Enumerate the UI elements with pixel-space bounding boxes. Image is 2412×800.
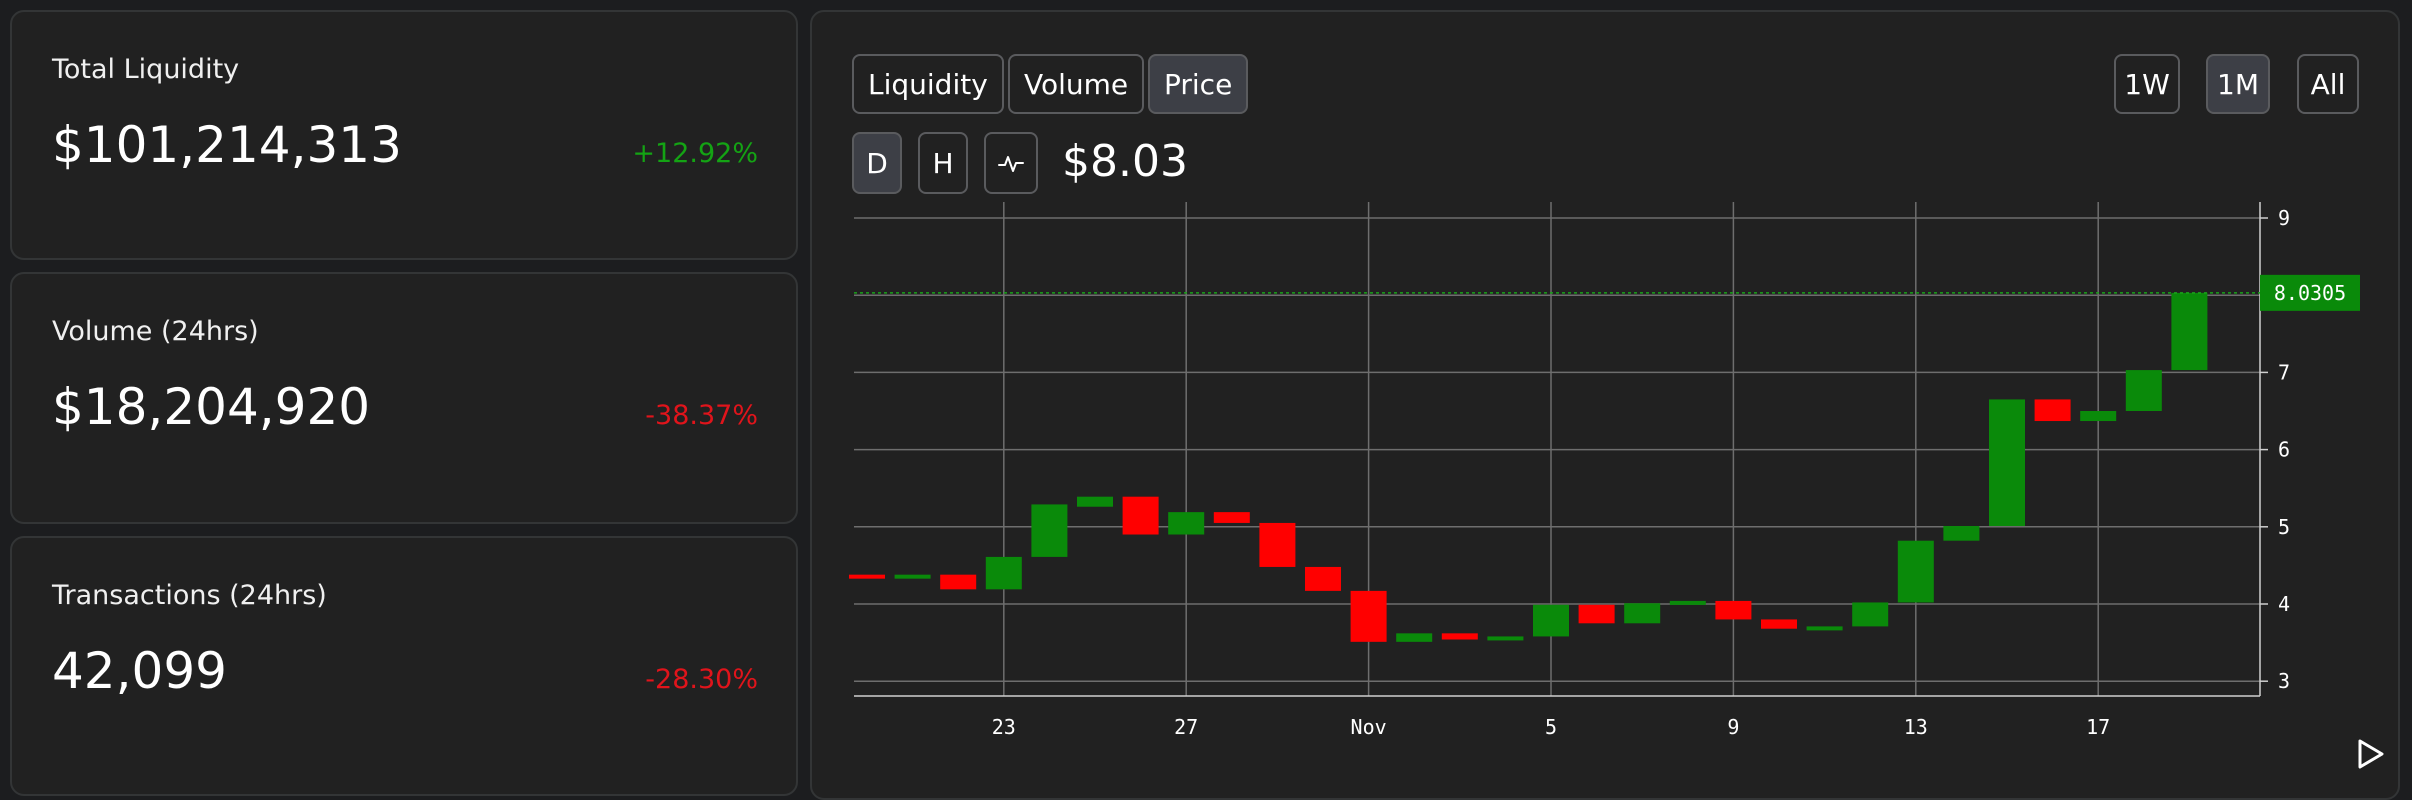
candle xyxy=(2125,370,2162,411)
candle xyxy=(1715,600,1752,620)
candle xyxy=(1578,604,1615,624)
y-tick-label: 7 xyxy=(2278,360,2290,384)
x-tick-label: 23 xyxy=(992,715,1016,739)
x-tick-label: 17 xyxy=(2086,715,2110,739)
interval-hourly-button[interactable]: H xyxy=(918,132,968,194)
y-tick-label: 5 xyxy=(2278,515,2290,539)
candlestick-chart[interactable]: 34567892327Nov5913178.0305 xyxy=(812,12,2398,798)
candle xyxy=(1761,619,1797,629)
candle xyxy=(1350,590,1387,642)
candle xyxy=(1213,512,1250,523)
total-liquidity-label: Total Liquidity xyxy=(52,54,240,85)
tab-volume[interactable]: Volume xyxy=(1008,54,1145,114)
candle xyxy=(940,574,977,590)
x-tick-label: 27 xyxy=(1174,715,1198,739)
candle xyxy=(1897,540,1934,603)
volume-change: -38.37% xyxy=(645,400,758,431)
y-tick-label: 9 xyxy=(2278,206,2290,230)
y-tick-label: 6 xyxy=(2278,438,2290,462)
transactions-label: Transactions (24hrs) xyxy=(52,580,327,611)
candle xyxy=(1031,504,1068,557)
range-1m-button[interactable]: 1M xyxy=(2206,54,2270,114)
current-price-tag-label: 8.0305 xyxy=(2274,281,2346,305)
interval-daily-button[interactable]: D xyxy=(852,132,902,194)
candle xyxy=(1077,496,1113,507)
candle xyxy=(985,556,1022,590)
candle xyxy=(1533,604,1569,637)
line-chart-toggle-button[interactable] xyxy=(984,132,1038,194)
volume-card: Volume (24hrs) $18,204,920 -38.37% xyxy=(10,272,798,524)
candle xyxy=(1624,603,1661,624)
play-icon[interactable] xyxy=(2350,734,2390,774)
transactions-value: 42,099 xyxy=(52,642,227,700)
candle xyxy=(1259,522,1296,567)
candle xyxy=(1852,602,1889,627)
total-liquidity-card: Total Liquidity $101,214,313 +12.92% xyxy=(10,10,798,260)
range-1w-button[interactable]: 1W xyxy=(2114,54,2180,114)
candle xyxy=(1806,626,1843,631)
current-price-readout: $8.03 xyxy=(1062,136,1188,187)
y-tick-label: 4 xyxy=(2278,592,2290,616)
range-all-button[interactable]: All xyxy=(2297,54,2359,114)
total-liquidity-value: $101,214,313 xyxy=(52,116,402,174)
transactions-card: Transactions (24hrs) 42,099 -28.30% xyxy=(10,536,798,796)
candle xyxy=(894,574,931,579)
candle xyxy=(1943,526,1980,541)
x-tick-label: Nov xyxy=(1351,715,1387,739)
x-tick-label: 13 xyxy=(1904,715,1928,739)
transactions-change: -28.30% xyxy=(645,664,758,695)
x-tick-label: 9 xyxy=(1727,715,1739,739)
candle xyxy=(1396,633,1433,642)
volume-value: $18,204,920 xyxy=(52,378,371,436)
y-tick-label: 3 xyxy=(2278,669,2290,693)
price-chart-panel: Liquidity Volume Price 1W 1M All D H $8.… xyxy=(810,10,2400,800)
current-price-tag xyxy=(2260,274,2360,311)
tab-price[interactable]: Price xyxy=(1148,54,1249,114)
candle xyxy=(1168,512,1205,535)
candle xyxy=(1487,636,1524,641)
candle xyxy=(1122,496,1159,535)
candle xyxy=(1669,600,1706,605)
candle xyxy=(2034,399,2071,422)
x-tick-label: 5 xyxy=(1545,715,1557,739)
line-chart-icon xyxy=(998,156,1024,172)
candle xyxy=(2171,292,2208,371)
candle xyxy=(1989,399,2025,527)
total-liquidity-change: +12.92% xyxy=(632,138,758,169)
candle xyxy=(2080,411,2117,422)
candle xyxy=(849,574,885,579)
tab-liquidity[interactable]: Liquidity xyxy=(852,54,1004,114)
candle xyxy=(1305,566,1341,591)
candle xyxy=(1441,633,1478,640)
volume-label: Volume (24hrs) xyxy=(52,316,259,347)
